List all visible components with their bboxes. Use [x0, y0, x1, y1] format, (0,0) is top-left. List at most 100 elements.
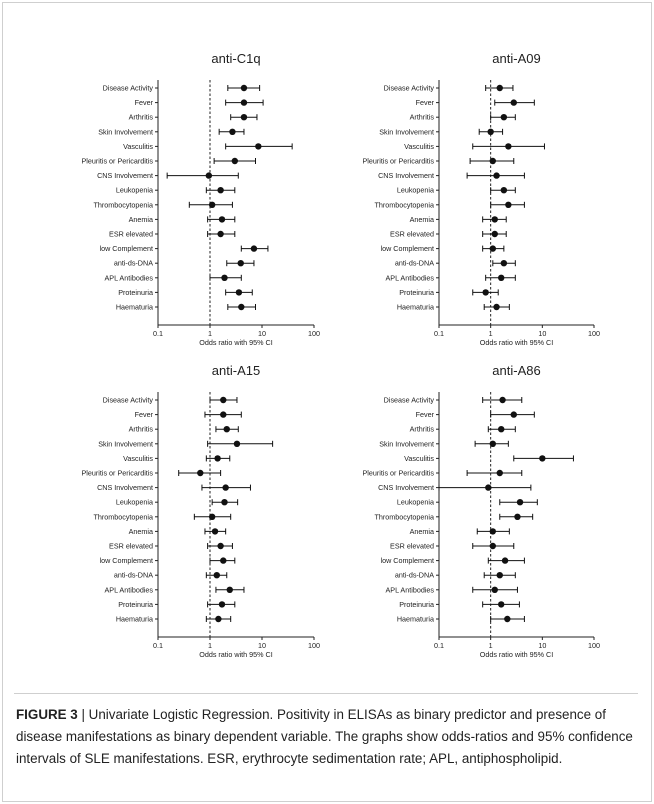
category-label-low-complement: low Complement [99, 244, 153, 253]
odds-ratio-point [226, 586, 233, 593]
x-tick-label: 0.1 [434, 641, 444, 650]
odds-ratio-point [500, 114, 508, 121]
category-label-low-complement: low Complement [99, 556, 153, 565]
odds-ratio-point [491, 586, 498, 593]
odds-ratio-point [489, 440, 497, 447]
category-label-pleuritis-or-pericarditis: Pleuritis or Pericarditis [363, 469, 435, 478]
x-tick-label: 0.1 [153, 641, 163, 650]
category-label-arthritis: Arthritis [129, 425, 154, 434]
odds-ratio-point [504, 615, 511, 623]
category-label-anemia: Anemia [410, 527, 434, 536]
category-label-esr-elevated: ESR elevated [109, 230, 153, 239]
category-label-arthritis: Arthritis [129, 113, 154, 122]
x-tick-label: 10 [538, 641, 546, 650]
panel-anti-a86: anti-A86 0.1 1 10 100 Odds ratio with 95% CI D… [363, 363, 601, 659]
category-label-low-complement: low Complement [380, 556, 434, 565]
category-label-fever: Fever [416, 410, 435, 419]
odds-ratio-point [498, 274, 505, 281]
x-tick-label: 100 [588, 329, 600, 338]
odds-ratio-point [505, 201, 512, 208]
category-label-anti-ds-dna: anti-ds-DNA [114, 571, 153, 580]
odds-ratio-point [240, 99, 248, 106]
odds-ratio-point [240, 84, 248, 92]
odds-ratio-point [489, 542, 497, 550]
odds-ratio-point [211, 528, 219, 535]
category-label-apl-antibodies: APL Antibodies [386, 273, 435, 282]
odds-ratio-point [215, 615, 222, 623]
category-label-pleuritis-or-pericarditis: Pleuritis or Pericarditis [82, 157, 154, 166]
odds-ratio-point [229, 128, 236, 135]
x-axis-title: Odds ratio with 95% CI [199, 650, 273, 659]
category-label-anemia: Anemia [129, 527, 153, 536]
panel-anti-c1q: anti-C1q 0.1 1 10 100 Odds ratio with 95% CI D… [82, 51, 321, 347]
caption-divider [14, 693, 638, 694]
odds-ratio-point [235, 289, 243, 296]
category-label-haematuria: Haematuria [397, 615, 434, 624]
x-tick-label: 10 [258, 641, 266, 650]
panel-anti-a09: anti-A09 0.1 1 10 100 Odds ratio with 95% CI D… [363, 51, 601, 347]
odds-ratio-point [213, 572, 220, 579]
category-label-vasculitis: Vasculitis [404, 142, 434, 151]
odds-ratio-point [491, 216, 498, 223]
category-label-skin-involvement: Skin Involvement [98, 127, 153, 136]
category-label-esr-elevated: ESR elevated [390, 542, 434, 551]
category-label-vasculitis: Vasculitis [404, 454, 434, 463]
odds-ratio-point [205, 172, 213, 179]
category-label-cns-involvement: CNS Involvement [97, 171, 153, 180]
x-tick-label: 100 [308, 329, 320, 338]
x-tick-label: 1 [489, 329, 493, 338]
odds-ratio-point [500, 260, 508, 267]
odds-ratio-point [539, 455, 546, 462]
category-label-leukopenia: Leukopenia [116, 186, 153, 195]
panel-anti-a15: anti-A15 0.1 1 10 100 Odds ratio with 95% CI D… [82, 363, 321, 659]
category-label-haematuria: Haematuria [397, 303, 434, 312]
odds-ratio-point [197, 469, 204, 477]
odds-ratio-point [220, 411, 227, 418]
category-label-skin-involvement: Skin Involvement [98, 439, 153, 448]
odds-ratio-point [217, 230, 224, 238]
odds-ratio-point [487, 128, 494, 135]
odds-ratio-point [493, 172, 500, 179]
odds-ratio-point [505, 143, 512, 150]
panel-title: anti-A15 [212, 363, 260, 378]
caption-text: | Univariate Logistic Regression. Positi… [16, 707, 633, 766]
odds-ratio-point [489, 157, 497, 165]
category-label-cns-involvement: CNS Involvement [97, 483, 153, 492]
x-axis-title: Odds ratio with 95% CI [480, 338, 554, 347]
odds-ratio-point [501, 557, 509, 564]
forest-plot-grid: anti-C1q 0.1 1 10 100 Odds ratio with 95% CI D… [82, 51, 601, 659]
panel-title: anti-A86 [492, 363, 540, 378]
category-label-thrombocytopenia: Thrombocytopenia [374, 200, 434, 209]
odds-ratio-point [499, 396, 506, 404]
category-label-pleuritis-or-pericarditis: Pleuritis or Pericarditis [82, 469, 154, 478]
category-label-anti-ds-dna: anti-ds-DNA [114, 259, 153, 268]
panel-title: anti-A09 [492, 51, 540, 66]
odds-ratio-point [238, 303, 245, 311]
odds-ratio-point [231, 157, 239, 165]
panel-title: anti-C1q [211, 51, 260, 66]
category-label-pleuritis-or-pericarditis: Pleuritis or Pericarditis [363, 157, 435, 166]
odds-ratio-point [491, 230, 498, 238]
odds-ratio-point [233, 440, 241, 447]
odds-ratio-point [214, 455, 221, 462]
odds-ratio-point [240, 114, 248, 121]
category-label-leukopenia: Leukopenia [116, 498, 153, 507]
category-label-proteinuria: Proteinuria [118, 600, 153, 609]
odds-ratio-point [220, 396, 227, 404]
odds-ratio-point [496, 84, 503, 92]
odds-ratio-point [485, 484, 492, 491]
category-label-proteinuria: Proteinuria [399, 600, 434, 609]
category-label-anemia: Anemia [410, 215, 434, 224]
category-label-proteinuria: Proteinuria [399, 288, 434, 297]
category-label-thrombocytopenia: Thrombocytopenia [93, 200, 153, 209]
category-label-leukopenia: Leukopenia [397, 498, 434, 507]
category-label-anti-ds-dna: anti-ds-DNA [395, 259, 434, 268]
odds-ratio-point [498, 601, 505, 608]
odds-ratio-point [217, 187, 224, 194]
odds-ratio-point [514, 513, 521, 520]
odds-ratio-point [496, 572, 503, 579]
category-label-leukopenia: Leukopenia [397, 186, 434, 195]
category-label-haematuria: Haematuria [116, 615, 153, 624]
odds-ratio-point [496, 469, 503, 477]
